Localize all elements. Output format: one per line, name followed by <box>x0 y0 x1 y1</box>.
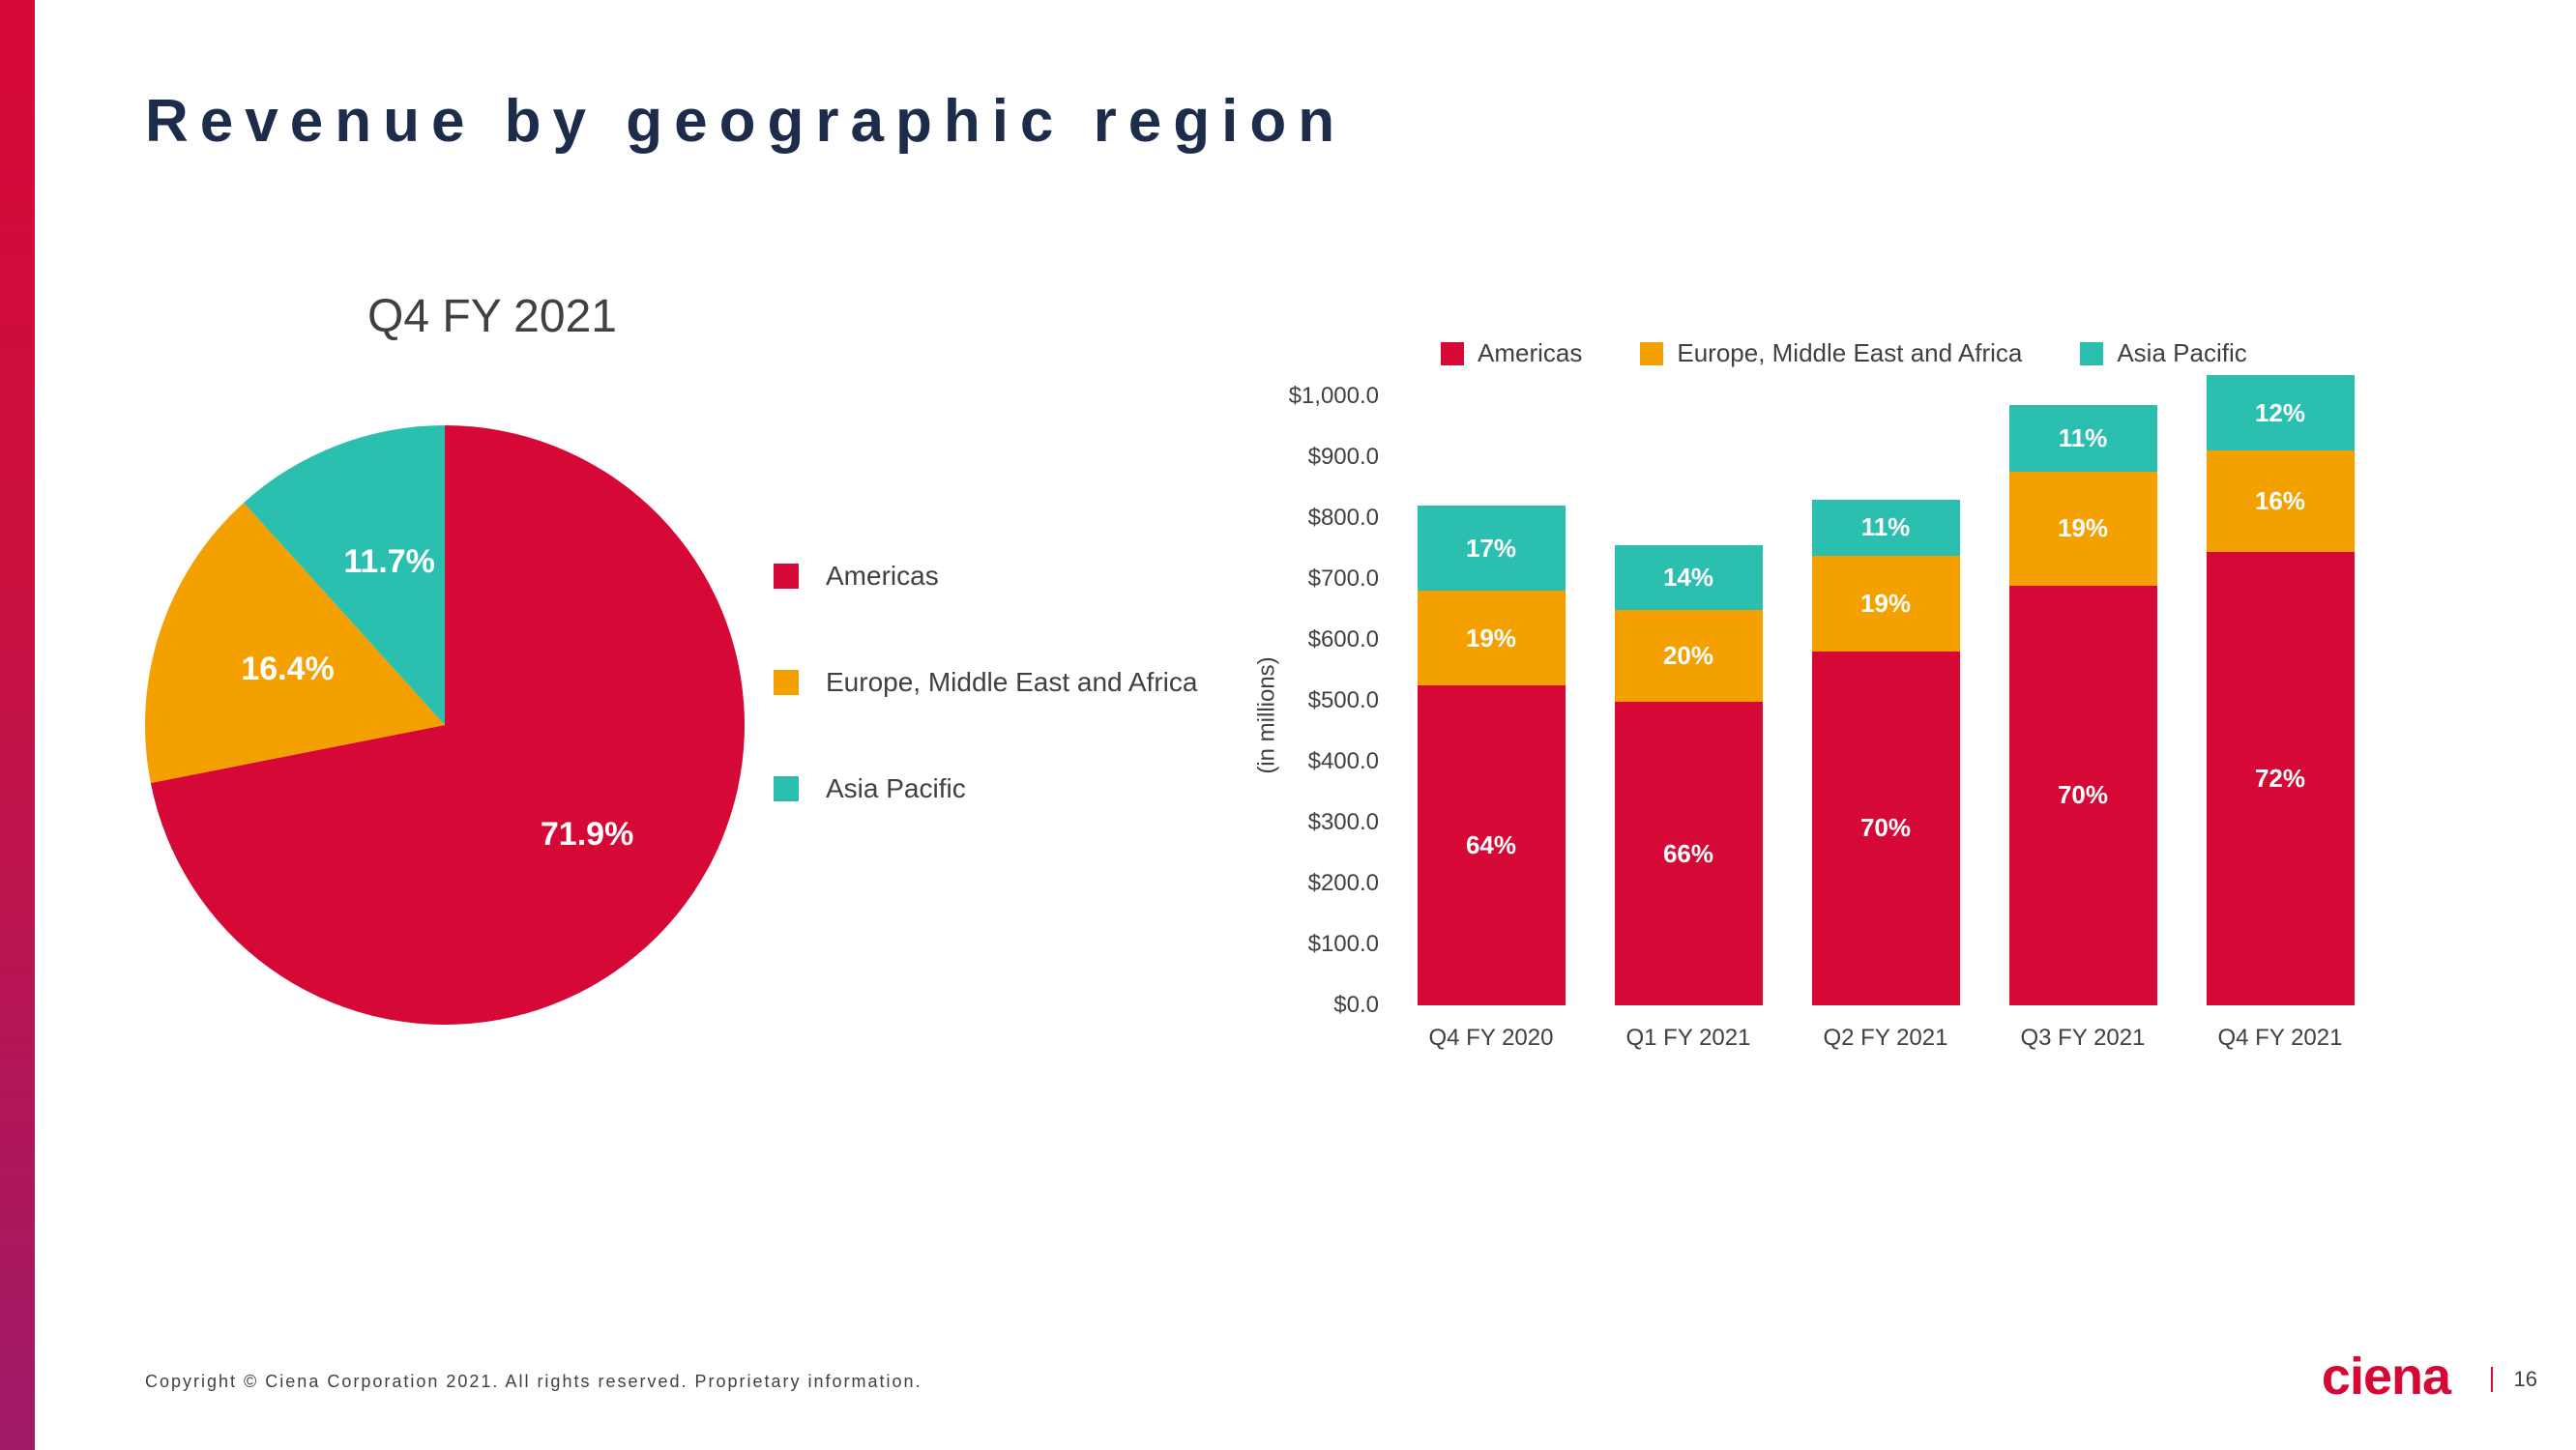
bar-segment-americas: 66% <box>1615 702 1763 1005</box>
legend-swatch-americas <box>774 564 799 589</box>
y-tick-label: $300.0 <box>1308 809 1379 836</box>
bar-Q4-FY-2020: 17%19%64%Q4 FY 2020 <box>1418 506 1566 1005</box>
y-tick-label: $800.0 <box>1308 505 1379 532</box>
bar-segment-asia_pacific: 12% <box>2207 375 2355 450</box>
x-tick-label: Q3 FY 2021 <box>1986 1025 2180 1052</box>
y-tick-label: $600.0 <box>1308 626 1379 653</box>
y-tick-label: $900.0 <box>1308 444 1379 471</box>
x-tick-label: Q1 FY 2021 <box>1592 1025 1785 1052</box>
y-tick-label: $1,000.0 <box>1289 383 1379 410</box>
bar-segment-americas: 64% <box>1418 685 1566 1005</box>
legend-label-emea: Europe, Middle East and Africa <box>826 667 1197 698</box>
legend-label-asia_pacific: Asia Pacific <box>826 773 966 804</box>
bar-legend: Americas Europe, Middle East and Africa As… <box>1441 338 2247 368</box>
accent-bar <box>0 0 35 1450</box>
bar-legend-swatch-emea <box>1640 342 1663 365</box>
y-tick-label: $100.0 <box>1308 931 1379 958</box>
y-tick-label: $200.0 <box>1308 870 1379 897</box>
pie-legend-item-americas: Americas <box>774 561 1197 592</box>
pie-slice-label-emea: 16.4% <box>241 651 334 688</box>
bar-segment-emea: 16% <box>2207 450 2355 551</box>
bar-segment-americas: 72% <box>2207 552 2355 1005</box>
slide-title: Revenue by geographic region <box>145 87 1346 156</box>
pie-chart-title: Q4 FY 2021 <box>367 290 617 343</box>
legend-swatch-asia_pacific <box>774 776 799 801</box>
bar-Q4-FY-2021: 12%16%72%Q4 FY 2021 <box>2207 375 2355 1005</box>
bar-segment-emea: 19% <box>1812 556 1960 652</box>
page-number: 16 <box>2491 1367 2537 1392</box>
bar-legend-swatch-asia_pacific <box>2080 342 2103 365</box>
bar-Q2-FY-2021: 11%19%70%Q2 FY 2021 <box>1812 500 1960 1005</box>
x-tick-label: Q4 FY 2020 <box>1394 1025 1588 1052</box>
bar-segment-americas: 70% <box>2009 586 2157 1005</box>
pie-legend: Americas Europe, Middle East and Africa As… <box>774 561 1197 880</box>
bar-chart: (in millions) $0.0 $100.0 $200.0 $300.0 $400… <box>1228 377 2388 1054</box>
bar-segment-emea: 19% <box>1418 591 1566 685</box>
bar-segment-emea: 20% <box>1615 610 1763 702</box>
bar-legend-label-asia_pacific: Asia Pacific <box>2117 338 2246 368</box>
y-tick-label: $500.0 <box>1308 687 1379 714</box>
bar-legend-label-americas: Americas <box>1478 338 1582 368</box>
bar-Q1-FY-2021: 14%20%66%Q1 FY 2021 <box>1615 545 1763 1005</box>
x-tick-label: Q4 FY 2021 <box>2183 1025 2377 1052</box>
bar-segment-americas: 70% <box>1812 652 1960 1005</box>
bar-segment-asia_pacific: 17% <box>1418 506 1566 591</box>
bar-segment-asia_pacific: 11% <box>1812 500 1960 556</box>
pie-chart: 71.9% 16.4% 11.7% <box>145 425 745 1025</box>
bar-segment-asia_pacific: 11% <box>2009 405 2157 471</box>
legend-swatch-emea <box>774 670 799 695</box>
pie-legend-item-emea: Europe, Middle East and Africa <box>774 667 1197 698</box>
y-axis-label: (in millions) <box>1254 656 1281 773</box>
x-tick-label: Q2 FY 2021 <box>1789 1025 1982 1052</box>
logo: ciena <box>2322 1347 2450 1406</box>
legend-label-americas: Americas <box>826 561 939 592</box>
copyright: Copyright © Ciena Corporation 2021. All … <box>145 1372 922 1392</box>
pie-legend-item-asia_pacific: Asia Pacific <box>774 773 1197 804</box>
bar-segment-asia_pacific: 14% <box>1615 545 1763 610</box>
bar-Q3-FY-2021: 11%19%70%Q3 FY 2021 <box>2009 405 2157 1005</box>
bar-segment-emea: 19% <box>2009 472 2157 586</box>
y-tick-label: $700.0 <box>1308 566 1379 593</box>
y-tick-label: $400.0 <box>1308 748 1379 775</box>
pie-slice-label-asia_pacific: 11.7% <box>343 543 435 581</box>
bar-legend-swatch-americas <box>1441 342 1464 365</box>
y-tick-label: $0.0 <box>1333 992 1379 1019</box>
bar-legend-label-emea: Europe, Middle East and Africa <box>1677 338 2022 368</box>
pie-slice-label-americas: 71.9% <box>541 816 633 854</box>
